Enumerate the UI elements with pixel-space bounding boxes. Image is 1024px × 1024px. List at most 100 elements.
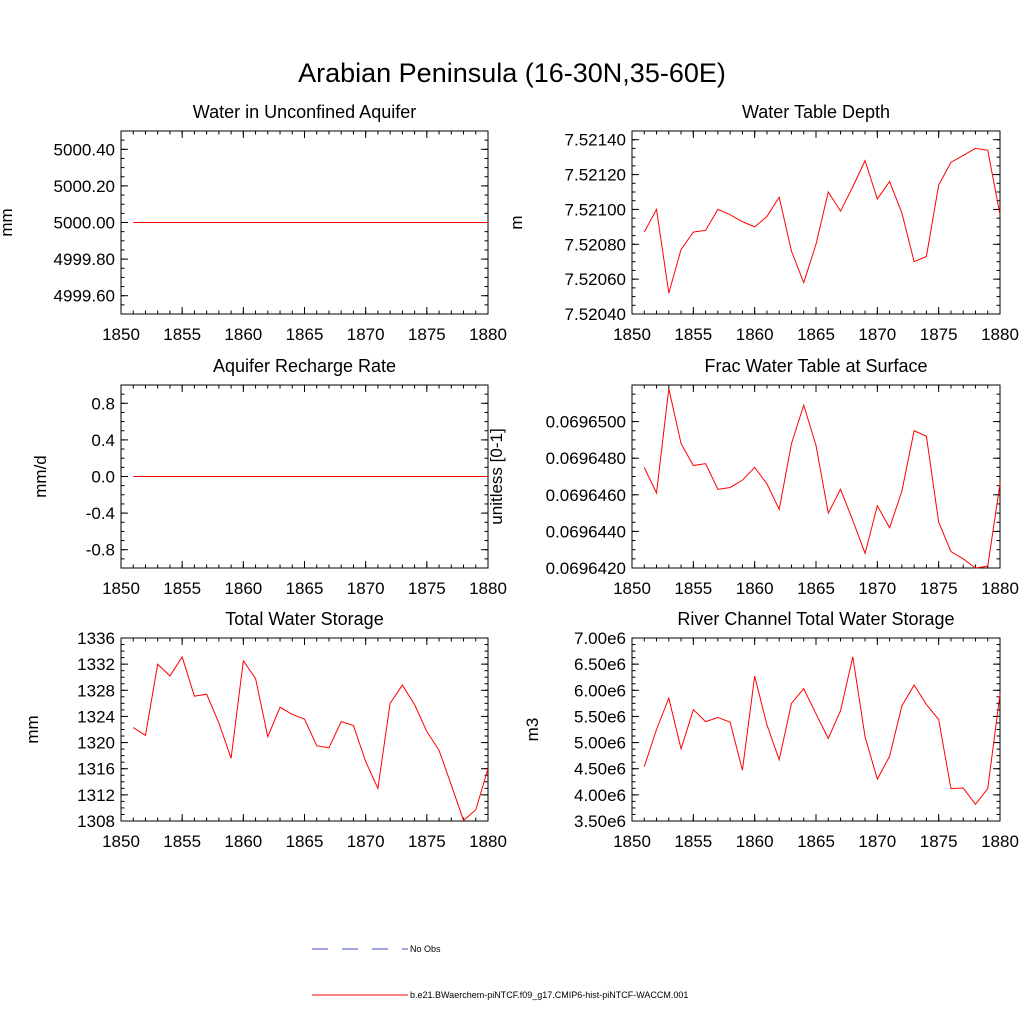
y-tick-label: 0.0696480	[546, 449, 626, 468]
x-tick-label: 1865	[286, 579, 324, 598]
y-tick-label: 7.52060	[565, 270, 626, 289]
panel-title: Total Water Storage	[225, 609, 383, 629]
panel-2: 1850 1855 1860 1865 1870 1875 1880 7.52040 7.520…	[507, 102, 1019, 344]
x-tick-label: 1860	[224, 579, 262, 598]
x-tick-label: 1865	[797, 325, 835, 344]
legend-label-no-obs: No Obs	[410, 944, 441, 954]
y-tick-label: 5000.20	[54, 177, 115, 196]
y-axis-label: unitless [0-1]	[487, 428, 506, 524]
x-tick-label: 1875	[408, 579, 446, 598]
legend: No Obs b.e21.BWaerchem-piNTCF.f09_g17.CMI…	[312, 944, 688, 1000]
plot-frame	[631, 130, 1001, 315]
y-tick-label: -0.4	[86, 504, 115, 523]
series-line	[132, 655, 489, 822]
panel-1: 1850 1855 1860 1865 1870 1875 1880 4999.60 4999.…	[0, 102, 507, 344]
panel-title: River Channel Total Water Storage	[677, 609, 954, 629]
y-tick-label: 5.00e6	[574, 734, 626, 753]
x-tick-label: 1875	[920, 579, 958, 598]
y-tick-label: 1332	[77, 655, 115, 674]
y-tick-label: 5000.40	[54, 140, 115, 159]
y-tick-label: 4.00e6	[574, 786, 626, 805]
y-tick-label: 1324	[77, 707, 115, 726]
x-tick-label: 1850	[102, 579, 140, 598]
y-tick-label: 6.50e6	[574, 655, 626, 674]
y-tick-label: 1336	[77, 629, 115, 648]
x-tick-label: 1875	[408, 325, 446, 344]
x-tick-label: 1870	[858, 579, 896, 598]
x-tick-label: 1880	[981, 832, 1019, 851]
y-tick-label: 0.0696420	[546, 559, 626, 578]
x-tick-label: 1880	[981, 579, 1019, 598]
x-tick-label: 1860	[736, 579, 774, 598]
y-tick-label: 1312	[77, 786, 115, 805]
y-tick-label: 7.52080	[565, 235, 626, 254]
y-tick-label: 5000.00	[54, 214, 115, 233]
y-tick-label: 0.0696440	[546, 522, 626, 541]
y-tick-label: 7.52120	[565, 166, 626, 185]
y-tick-label: 0.8	[91, 394, 115, 413]
x-tick-label: 1875	[920, 325, 958, 344]
y-tick-label: 4999.60	[54, 287, 115, 306]
y-axis-label: mm	[23, 715, 42, 743]
x-tick-label: 1850	[613, 579, 651, 598]
x-tick-label: 1850	[613, 325, 651, 344]
x-tick-label: 1870	[347, 325, 385, 344]
x-tick-label: 1855	[163, 579, 201, 598]
panel-6: 1850 1855 1860 1865 1870 1875 1880 3.50e6 4.00e6…	[523, 609, 1019, 851]
x-tick-label: 1880	[981, 325, 1019, 344]
x-tick-label: 1875	[920, 832, 958, 851]
y-tick-label: 7.52100	[565, 200, 626, 219]
y-tick-label: -0.8	[86, 541, 115, 560]
y-tick-label: 0.0696460	[546, 486, 626, 505]
x-tick-label: 1870	[347, 832, 385, 851]
y-tick-label: 3.50e6	[574, 812, 626, 831]
x-tick-label: 1860	[224, 325, 262, 344]
x-tick-label: 1880	[469, 832, 507, 851]
y-tick-label: 1316	[77, 760, 115, 779]
x-tick-label: 1855	[163, 832, 201, 851]
series-line	[643, 147, 1001, 294]
x-tick-label: 1870	[347, 579, 385, 598]
x-tick-label: 1855	[674, 579, 712, 598]
panel-title: Frac Water Table at Surface	[704, 356, 927, 376]
panel-5: 1850 1855 1860 1865 1870 1875 1880 1308 1312 1316…	[23, 609, 507, 851]
x-tick-label: 1855	[674, 832, 712, 851]
panel-4: 1850 1855 1860 1865 1870 1875 1880 0.0696420 0.0…	[487, 356, 1019, 598]
x-tick-label: 1860	[224, 832, 262, 851]
y-tick-label: 4999.80	[54, 250, 115, 269]
y-tick-label: 0.4	[91, 431, 115, 450]
x-tick-label: 1880	[469, 325, 507, 344]
x-tick-label: 1870	[858, 832, 896, 851]
x-tick-label: 1860	[736, 325, 774, 344]
plot-frame	[120, 637, 489, 822]
y-tick-label: 7.52140	[565, 131, 626, 150]
panel-title: Water Table Depth	[742, 102, 890, 122]
x-tick-label: 1865	[286, 325, 324, 344]
x-tick-label: 1865	[286, 832, 324, 851]
y-tick-label: 4.50e6	[574, 760, 626, 779]
x-tick-label: 1870	[858, 325, 896, 344]
y-tick-label: 5.50e6	[574, 707, 626, 726]
y-tick-label: 1328	[77, 681, 115, 700]
y-axis-label: m3	[523, 718, 542, 742]
x-tick-label: 1865	[797, 579, 835, 598]
x-tick-label: 1855	[674, 325, 712, 344]
x-tick-label: 1865	[797, 832, 835, 851]
y-tick-label: 1308	[77, 812, 115, 831]
y-axis-label: mm	[0, 208, 16, 236]
y-tick-label: 7.52040	[565, 305, 626, 324]
panel-title: Water in Unconfined Aquifer	[193, 102, 416, 122]
y-tick-label: 7.00e6	[574, 629, 626, 648]
y-tick-label: 6.00e6	[574, 681, 626, 700]
y-axis-label: m	[507, 215, 526, 229]
legend-label-model: b.e21.BWaerchem-piNTCF.f09_g17.CMIP6-his…	[410, 990, 688, 1000]
series-line	[643, 388, 1001, 569]
panel-3: 1850 1855 1860 1865 1870 1875 1880 -0.8 -0.4 0.0 0…	[31, 356, 507, 598]
x-tick-label: 1855	[163, 325, 201, 344]
figure-title: Arabian Peninsula (16-30N,35-60E)	[298, 58, 726, 88]
x-tick-label: 1850	[102, 832, 140, 851]
y-tick-label: 1320	[77, 734, 115, 753]
y-tick-label: 0.0696500	[546, 413, 626, 432]
x-tick-label: 1875	[408, 832, 446, 851]
